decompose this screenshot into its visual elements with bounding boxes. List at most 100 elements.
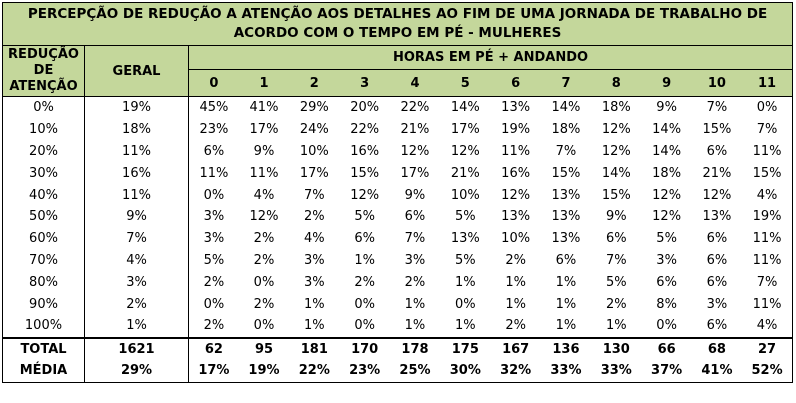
value-cell: 17% bbox=[249, 122, 279, 138]
value-cell: 7% bbox=[742, 271, 794, 294]
value-cell: 12% bbox=[652, 209, 682, 225]
value-cell: 7% bbox=[555, 143, 577, 159]
value-cell: 14% bbox=[652, 122, 682, 138]
value-cell: 19% bbox=[742, 205, 794, 228]
table-title: PERCEPÇÃO DE REDUÇÃO A ATENÇÃO AOS DETAL… bbox=[1, 2, 794, 46]
row-label: MÉDIA bbox=[2, 359, 85, 383]
total-row: TOTAL 1621 62 95 181 170 178 175 167 136 130 66 68 27 bbox=[2, 336, 794, 360]
value-cell: 0% bbox=[742, 96, 794, 119]
value-cell: 6% bbox=[706, 318, 728, 334]
value-cell: 7% bbox=[742, 118, 794, 141]
row-label: 80% bbox=[2, 271, 85, 294]
value-cell: 25% bbox=[389, 359, 441, 383]
row-label: 70% bbox=[2, 249, 85, 272]
value-cell: 3% bbox=[203, 231, 225, 247]
value-cell: 7% bbox=[605, 252, 627, 268]
value-cell: 12% bbox=[652, 187, 682, 203]
value-cell: 19% bbox=[238, 359, 290, 383]
value-cell: 175 bbox=[440, 336, 491, 360]
value-cell: 7% bbox=[404, 231, 426, 247]
geral-cell: 19% bbox=[84, 96, 189, 119]
row-label: 10% bbox=[2, 118, 85, 141]
value-cell: 0% bbox=[354, 318, 375, 334]
value-cell: 0% bbox=[253, 274, 275, 290]
value-cell: 1% bbox=[605, 318, 627, 334]
value-cell: 20% bbox=[350, 100, 380, 116]
value-cell: 33% bbox=[591, 359, 642, 383]
geral-cell: 11% bbox=[84, 140, 189, 163]
value-cell: 4% bbox=[742, 184, 794, 206]
value-cell: 21% bbox=[702, 165, 732, 181]
value-cell: 2% bbox=[404, 274, 426, 290]
value-cell: 22% bbox=[400, 100, 430, 116]
value-cell: 12% bbox=[249, 209, 279, 225]
value-cell: 2% bbox=[505, 318, 526, 334]
row-label: 100% bbox=[2, 314, 85, 338]
hour-header: 2 bbox=[289, 69, 340, 97]
value-cell: 11% bbox=[742, 140, 794, 163]
hour-header: 5 bbox=[440, 69, 491, 97]
table-title-line2: ACORDO COM O TEMPO EM PÉ - MULHERES bbox=[233, 25, 562, 41]
value-cell: 1% bbox=[404, 296, 426, 312]
value-cell: 15% bbox=[350, 165, 380, 181]
value-cell: 13% bbox=[501, 100, 531, 116]
geral-cell: 29% bbox=[84, 359, 189, 383]
value-cell: 23% bbox=[199, 122, 229, 138]
table-row: 40% 11% 0% 4% 7% 12% 9% 10% 12% 13% 15% 12% 12% 4% bbox=[2, 184, 794, 206]
value-cell: 11% bbox=[501, 143, 531, 159]
attention-reduction-table: PERCEPÇÃO DE REDUÇÃO A ATENÇÃO AOS DETAL… bbox=[1, 2, 794, 383]
value-cell: 11% bbox=[249, 165, 279, 181]
value-cell: 11% bbox=[742, 227, 794, 250]
geral-cell: 18% bbox=[84, 118, 189, 141]
value-cell: 7% bbox=[304, 187, 325, 203]
value-cell: 12% bbox=[450, 143, 480, 159]
value-cell: 37% bbox=[641, 359, 692, 383]
value-cell: 3% bbox=[656, 252, 677, 268]
value-cell: 27 bbox=[742, 336, 794, 360]
value-cell: 4% bbox=[742, 314, 794, 338]
value-cell: 130 bbox=[591, 336, 642, 360]
value-cell: 13% bbox=[551, 231, 581, 247]
geral-cell: 3% bbox=[84, 271, 189, 294]
value-cell: 17% bbox=[299, 165, 329, 181]
value-cell: 11% bbox=[742, 249, 794, 272]
value-cell: 15% bbox=[551, 165, 581, 181]
value-cell: 1% bbox=[505, 296, 526, 312]
geral-cell: 9% bbox=[84, 205, 189, 228]
value-cell: 1% bbox=[555, 318, 577, 334]
value-cell: 62 bbox=[188, 336, 239, 360]
geral-cell: 16% bbox=[84, 162, 189, 185]
value-cell: 66 bbox=[641, 336, 692, 360]
value-cell: 2% bbox=[505, 252, 526, 268]
value-cell: 136 bbox=[540, 336, 592, 360]
table-row: 20% 11% 6% 9% 10% 16% 12% 12% 11% 7% 12% 14% 6% 11% bbox=[2, 140, 794, 163]
value-cell: 1% bbox=[555, 296, 577, 312]
value-cell: 3% bbox=[706, 296, 728, 312]
value-cell: 6% bbox=[706, 274, 728, 290]
value-cell: 2% bbox=[304, 209, 325, 225]
value-cell: 12% bbox=[601, 122, 631, 138]
value-cell: 18% bbox=[551, 122, 581, 138]
value-cell: 5% bbox=[454, 252, 476, 268]
geral-cell: 1% bbox=[84, 314, 189, 338]
value-cell: 181 bbox=[289, 336, 340, 360]
value-cell: 24% bbox=[299, 122, 329, 138]
value-cell: 0% bbox=[454, 296, 476, 312]
value-cell: 0% bbox=[253, 318, 275, 334]
value-cell: 2% bbox=[253, 231, 275, 247]
value-cell: 2% bbox=[253, 252, 275, 268]
value-cell: 15% bbox=[742, 162, 794, 185]
value-cell: 1% bbox=[454, 318, 476, 334]
hour-header: 3 bbox=[339, 69, 390, 97]
value-cell: 14% bbox=[551, 100, 581, 116]
hour-header: 7 bbox=[540, 69, 592, 97]
hour-header: 8 bbox=[591, 69, 642, 97]
value-cell: 2% bbox=[605, 296, 627, 312]
col-header-reducao: REDUÇÃO DE ATENÇÃO bbox=[2, 45, 85, 97]
value-cell: 3% bbox=[203, 209, 225, 225]
col-header-geral: GERAL bbox=[84, 45, 189, 97]
value-cell: 14% bbox=[601, 165, 631, 181]
value-cell: 167 bbox=[490, 336, 541, 360]
value-cell: 9% bbox=[253, 143, 275, 159]
table-row: 50% 9% 3% 12% 2% 5% 6% 5% 13% 13% 9% 12% 13% 19% bbox=[2, 205, 794, 228]
